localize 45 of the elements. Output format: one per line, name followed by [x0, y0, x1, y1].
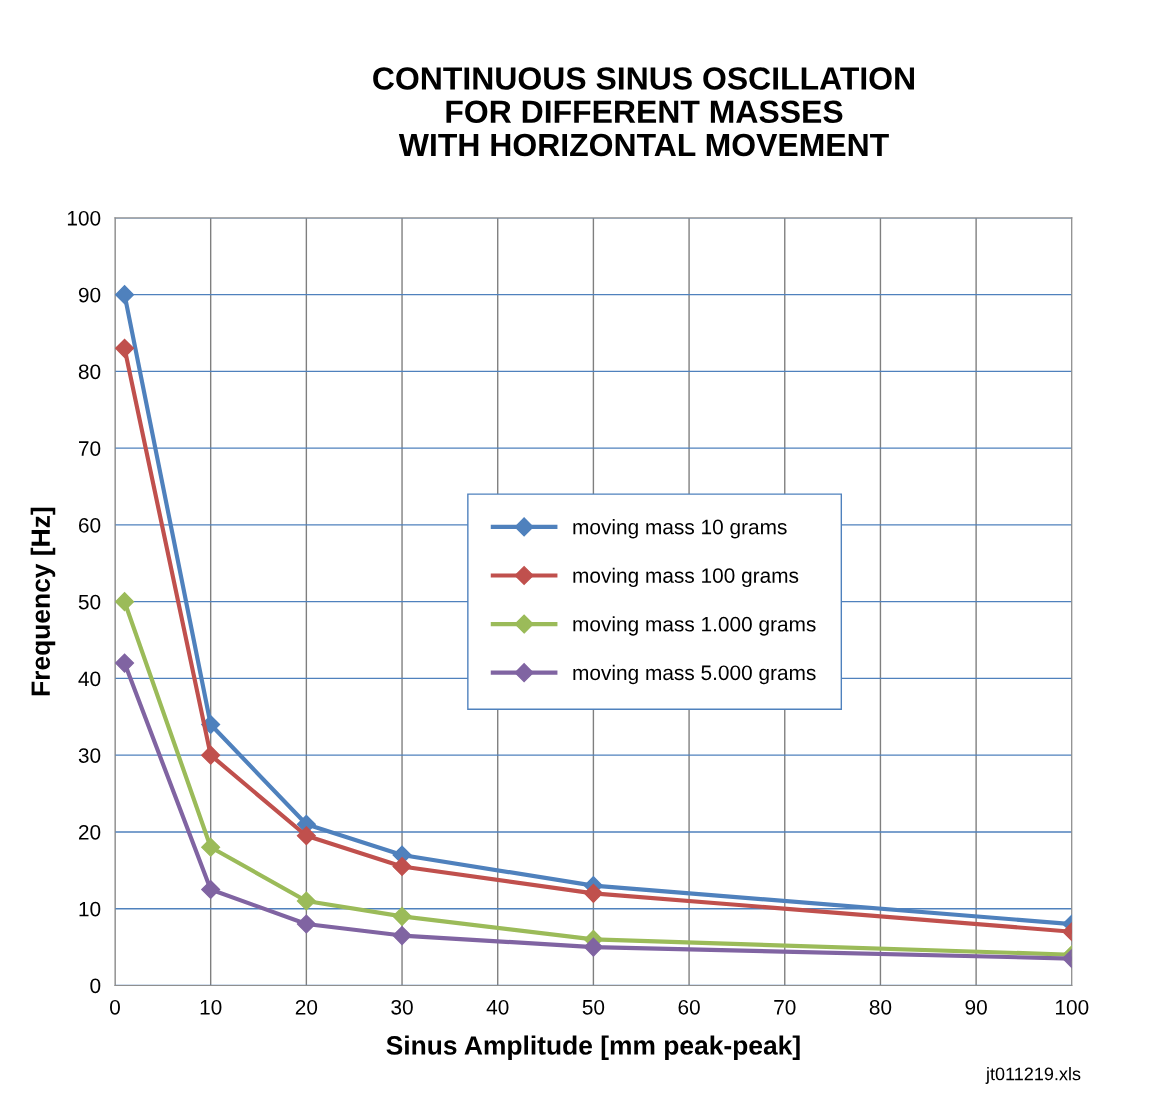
y-tick-label: 100 [67, 210, 101, 226]
y-tick-label: 0 [90, 978, 101, 994]
x-axis-title: Sinus Amplitude [mm peak-peak] [386, 1035, 800, 1061]
y-tick-label: 50 [78, 594, 101, 610]
y-tick-label: 20 [78, 824, 101, 840]
point [392, 906, 412, 926]
x-tick-label: 20 [295, 999, 318, 1015]
point [392, 926, 412, 946]
x-tick-label: 10 [200, 999, 222, 1015]
x-tick-label: 70 [774, 999, 796, 1015]
y-tick-label: 80 [78, 364, 101, 380]
x-tick-label: 60 [678, 999, 700, 1015]
point [115, 653, 135, 673]
point [201, 837, 221, 857]
text: jt011219.xls [985, 1067, 1081, 1084]
x-tick-label: 90 [965, 999, 987, 1015]
x-tick-label: 40 [486, 999, 509, 1015]
point [201, 745, 221, 765]
legend-label: moving mass 10 grams [573, 519, 787, 539]
point [115, 285, 135, 305]
point [115, 592, 135, 612]
point [296, 914, 316, 934]
legend-label: moving mass 5.000 grams [573, 664, 816, 685]
point [296, 826, 316, 846]
y-axis-title: Frequency [Hz] [30, 507, 56, 696]
y-tick-label: 40 [78, 671, 101, 687]
x-tick-label: 50 [582, 999, 605, 1015]
y-tick-label: 30 [78, 748, 101, 763]
y-tick-label: 70 [79, 441, 101, 456]
point [296, 891, 316, 911]
point [392, 856, 412, 877]
y-tick-label: 10 [79, 901, 101, 917]
point [583, 883, 603, 903]
y-tick-label: 60 [79, 517, 101, 533]
x-tick-label: 80 [869, 999, 892, 1015]
legend-label: moving mass 100 grams [573, 567, 799, 588]
legend-label: moving mass 1.000 grams [573, 616, 816, 636]
point [115, 338, 135, 358]
y-tick-label: 90 [78, 287, 101, 303]
x-tick-label: 100 [1056, 999, 1089, 1015]
chart-title: CONTINUOUS SINUS OSCILLATION FOR DIFFERENT MASSES WITH HORIZONTAL MOVEMENT [373, 67, 914, 157]
point [201, 879, 221, 900]
x-tick-label: 0 [110, 999, 120, 1015]
x-tick-label: 30 [391, 999, 413, 1015]
point [583, 937, 603, 957]
